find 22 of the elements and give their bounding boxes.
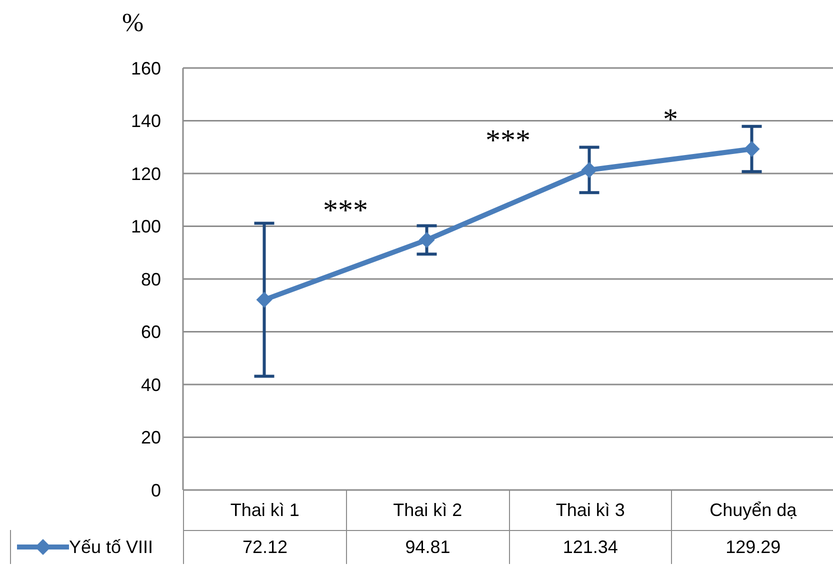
y-tick-label: 160	[130, 58, 161, 78]
legend-label: Yếu tố VIII	[69, 536, 154, 558]
x-tick-label: Thai kì 3	[510, 490, 672, 530]
x-tick-label: Thai kì 2	[346, 490, 510, 530]
y-tick-label: 80	[140, 269, 161, 290]
y-tick-label: 60	[140, 322, 161, 342]
data-label: 72.12	[184, 530, 347, 564]
x-tick-label: Chuyển dạ	[708, 498, 798, 522]
x-tick-label: Thai kì 1	[184, 490, 347, 530]
annotation: ***	[486, 124, 530, 157]
y-tick-label: 0	[150, 480, 161, 500]
data-label: 121.34	[510, 530, 672, 564]
annotation: ***	[323, 194, 368, 227]
y-tick-label: 120	[130, 164, 161, 184]
y-tick-label: 20	[140, 428, 161, 448]
y-tick-label: 100	[130, 216, 161, 237]
y-tick-label: 40	[140, 374, 161, 395]
data-label: 129.29	[724, 536, 782, 558]
y-axis-title: %	[122, 8, 144, 38]
y-tick-label: 140	[130, 111, 161, 132]
annotation: *	[663, 103, 678, 136]
data-label: 94.81	[346, 530, 510, 564]
